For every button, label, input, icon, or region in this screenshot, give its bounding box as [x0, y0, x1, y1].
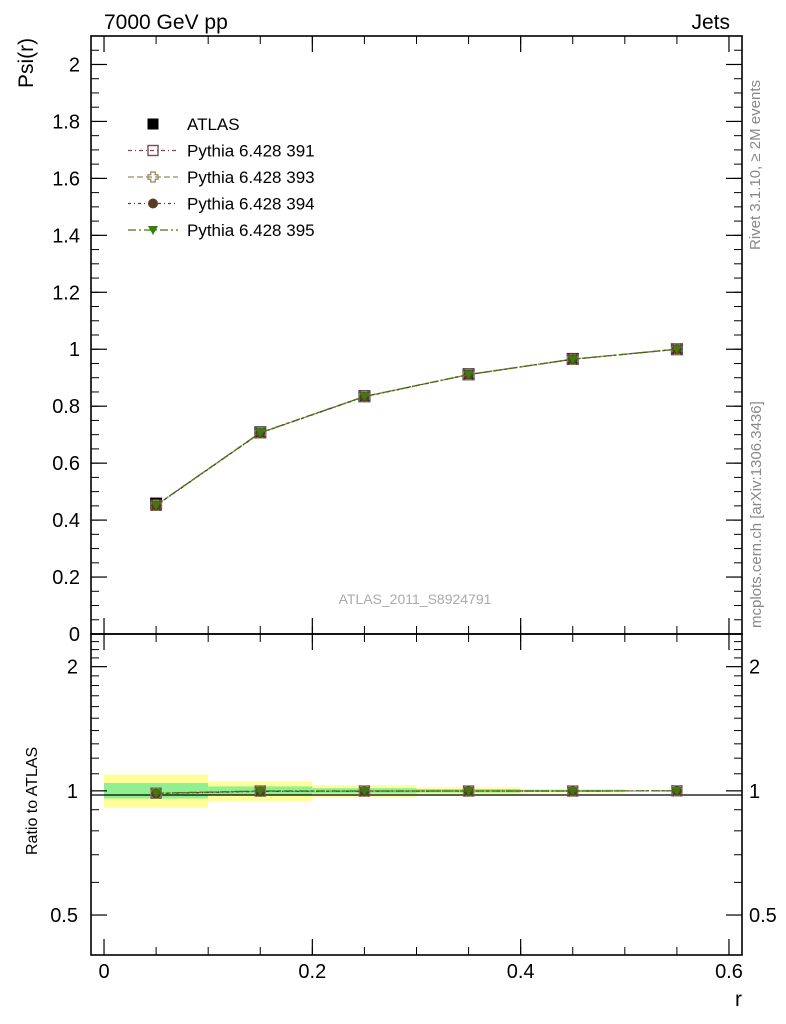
- legend-marker: [147, 171, 159, 183]
- analysis-watermark: ATLAS_2011_S8924791: [339, 591, 492, 607]
- rivet-version-label: Rivet 3.1.10, ≥ 2M events: [747, 80, 764, 250]
- legend-label: Pythia 6.428 395: [187, 221, 315, 240]
- ratio-point: [151, 789, 162, 799]
- ratio-series: [150, 785, 683, 800]
- x-tick-label: 0.2: [298, 961, 326, 983]
- data-point: [567, 355, 578, 365]
- data-point: [359, 392, 370, 402]
- ratio-y-tick-label-right: 1: [749, 781, 760, 803]
- ratio-plot-frame: [90, 633, 743, 956]
- ratio-y-tick-label: 2: [67, 657, 78, 679]
- main-y-tick-label: 1.4: [52, 225, 80, 247]
- mcplots-label: mcplots.cern.ch [arXiv:1306.3436]: [748, 401, 765, 628]
- main-y-tick-label: 0.2: [52, 567, 80, 589]
- ratio-y-tick-label: 0.5: [50, 905, 78, 927]
- header-right: Jets: [691, 11, 730, 34]
- ratio-x-ticks: 0 0.2 0.4 0.6: [98, 634, 743, 983]
- ratio-point: [567, 787, 578, 797]
- legend-marker: [147, 144, 159, 157]
- legend-marker: [148, 198, 158, 209]
- ratio-point: [255, 787, 266, 797]
- series-mc395: [151, 345, 682, 511]
- ratio-point: [359, 787, 370, 797]
- data-point: [671, 345, 682, 355]
- header-left: 7000 GeV pp: [104, 11, 228, 34]
- ratio-panel: 0.5 0.5 1 1 2 2 0 0.2 0.4 0.6 Ratio to ATLAS r: [24, 633, 777, 1011]
- ratio-point: [463, 787, 474, 797]
- main-panel: ATLAS_2011_S8924791 0 0.2 0.4 0.6 0.8 1 1.2 1.4…: [15, 35, 743, 646]
- main-y-tick-label: 0.6: [52, 453, 80, 475]
- legend-marker: [148, 226, 158, 235]
- main-y-tick-label: 0.4: [52, 510, 80, 532]
- ratio-series-mc395: [151, 786, 682, 799]
- legend-label: ATLAS: [187, 115, 240, 134]
- legend: ATLAS Pythia 6.428 391 Pythia 6.428 393 Pyt…: [128, 115, 315, 240]
- main-y-tick-label: 2: [69, 54, 80, 76]
- ratio-y-tick-label-right: 2: [749, 657, 760, 679]
- ratio-y-ticks: 0.5 0.5 1 1 2 2: [50, 641, 777, 956]
- main-x-ticks: [103, 36, 730, 634]
- main-y-tick-label: 0.8: [52, 396, 80, 418]
- ratio-series-line: [156, 790, 677, 794]
- x-tick-label: 0.4: [507, 961, 535, 983]
- x-tick-label: 0.6: [715, 961, 743, 983]
- main-y-ticks: 0 0.2 0.4 0.6 0.8 1 1.2 1.4 1.6 1.8 2: [52, 35, 742, 646]
- data-point: [463, 370, 474, 380]
- ratio-y-axis-label: Ratio to ATLAS: [24, 747, 41, 855]
- x-tick-label: 0: [98, 961, 109, 983]
- main-series: [150, 343, 683, 511]
- legend-label: Pythia 6.428 393: [187, 168, 315, 187]
- main-y-tick-label: 1.8: [52, 111, 80, 133]
- legend-label: Pythia 6.428 391: [187, 142, 315, 161]
- main-y-tick-label: 0: [69, 624, 80, 646]
- legend-marker: [147, 118, 159, 130]
- ratio-y-tick-label-right: 0.5: [749, 905, 777, 927]
- main-y-axis-label: Psi(r): [15, 38, 38, 88]
- legend-label: Pythia 6.428 394: [187, 195, 315, 214]
- x-axis-label: r: [735, 988, 742, 1011]
- ratio-point: [671, 786, 682, 796]
- ratio-y-tick-label: 1: [67, 781, 78, 803]
- series-line: [155, 348, 677, 506]
- data-point: [255, 428, 266, 438]
- main-y-tick-label: 1.6: [52, 168, 80, 190]
- main-y-tick-label: 1: [69, 339, 80, 361]
- data-point: [151, 501, 162, 511]
- main-y-tick-label: 1.2: [52, 282, 80, 304]
